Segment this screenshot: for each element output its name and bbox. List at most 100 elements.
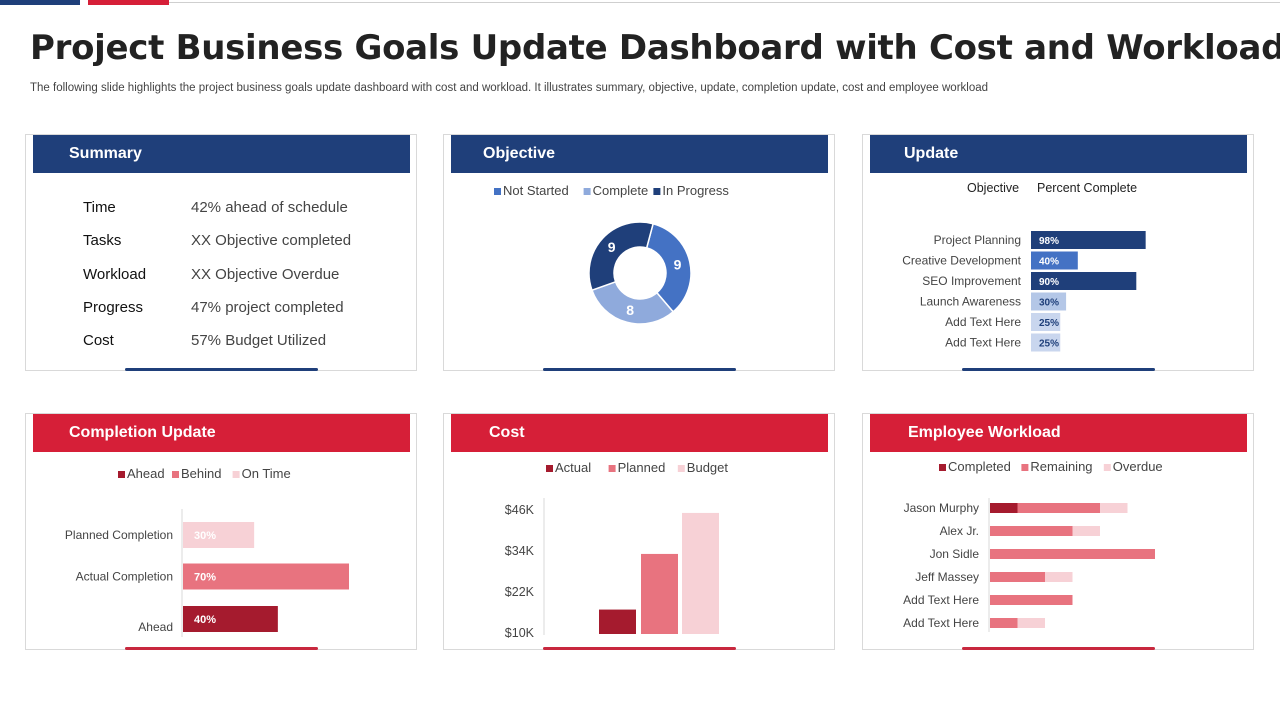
update-value-label: 25% [1039,318,1059,329]
workload-legend-label: Completed [948,459,1011,474]
workload-bar-segment [1017,618,1045,628]
cost-bar [641,553,678,634]
completion-legend-swatch [232,471,240,478]
update-value-label: 98% [1039,236,1059,247]
update-bar [1031,313,1061,331]
top-accent-blue [0,0,80,5]
objective-legend-swatch [653,188,661,195]
summary-value: 57% Budget Utilized [191,332,327,349]
cost-ytick-label: $10K [505,626,535,640]
update-bar [1031,272,1137,290]
workload-bar-segment [1045,572,1073,582]
cost-ytick-label: $22K [505,585,535,599]
objective-chart: Not Started Complete In Progress 9 8 9 [494,183,729,325]
completion-legend-swatch [118,471,125,478]
objective-legend-swatch [494,188,501,195]
update-value-label: 25% [1039,339,1059,350]
summary-value: 42% ahead of schedule [191,199,348,216]
update-category-label: Add Text Here [945,336,1021,350]
objective-legend-label: In Progress [662,183,729,198]
update-category-label: Launch Awareness [920,295,1021,309]
cost-chart: Actual Planned Budget $46K $34K $22K $10K [505,460,729,640]
update-category-label: Project Planning [934,233,1021,247]
summary-label: Time [83,199,116,216]
cost-bar [599,609,636,634]
summary-panel: Summary Time 42% ahead of schedule Tasks… [25,134,417,371]
objective-footer-bar [543,368,736,371]
completion-chart: Ahead Behind On Time Planned Completion 30% A… [65,466,349,637]
top-divider [169,2,1280,3]
update-panel: Update Objective Percent Complete Projec… [862,134,1254,371]
cost-ytick-label: $46K [505,503,535,517]
objective-slice [591,280,675,325]
summary-label: Workload [83,266,147,283]
summary-label: Tasks [83,232,122,249]
workload-bar-segment [990,618,1018,628]
workload-panel: Employee Workload Completed Remaining Over… [862,413,1254,650]
update-chart: Objective Percent Complete Project Plann… [902,181,1146,352]
workload-category-label: Alex Jr. [940,524,979,538]
objective-slice-label: 9 [674,256,682,272]
workload-bar-segment [1100,503,1128,513]
workload-category-label: Add Text Here [903,616,979,630]
cost-header: Cost [451,414,828,452]
completion-value-label: 30% [194,530,216,542]
update-bar [1031,333,1061,352]
cost-legend-swatch [677,465,685,472]
workload-bar-segment [990,572,1045,582]
update-category-label: SEO Improvement [922,274,1021,288]
completion-bar [183,522,255,548]
page-title: Project Business Goals Update Dashboard … [30,28,1280,68]
update-value-label: 30% [1039,298,1059,309]
update-bar [1031,231,1146,249]
completion-panel: Completion Update Ahead Behind On Time Plan… [25,413,417,650]
workload-legend-label: Remaining [1030,459,1092,474]
workload-header: Employee Workload [870,414,1247,452]
workload-bar-segment [990,503,1018,513]
objective-legend-label: Not Started [503,183,569,198]
summary-value: XX Objective completed [191,232,352,249]
completion-category-label: Actual Completion [76,570,173,584]
workload-chart: Completed Remaining Overdue Jason Murphy Ale… [903,459,1163,632]
cost-legend-label: Actual [555,460,591,475]
cost-legend-label: Planned [618,460,666,475]
cost-legend-swatch [546,465,553,472]
completion-value-label: 70% [194,572,216,584]
workload-legend-label: Overdue [1113,459,1163,474]
objective-legend-label: Complete [593,183,649,198]
update-value-label: 90% [1039,277,1059,288]
workload-bar-segment [990,526,1073,536]
update-bar [1031,292,1067,311]
completion-legend-swatch [172,471,179,478]
completion-value-label: 40% [194,614,216,626]
completion-legend-label: Behind [181,466,221,481]
summary-header: Summary [33,135,410,173]
workload-bar-segment [990,595,1073,605]
completion-category-label: Ahead [138,620,173,634]
update-col-objective: Objective [967,181,1019,195]
page-subtitle: The following slide highlights the proje… [30,82,989,94]
update-category-label: Creative Development [902,254,1021,268]
completion-header: Completion Update [33,414,410,452]
cost-legend-label: Budget [687,460,729,475]
workload-bar-segment [990,549,1155,559]
completion-legend-label: Ahead [127,466,165,481]
summary-value: 47% project completed [191,299,344,316]
completion-footer-bar [125,647,318,650]
update-header: Update [870,135,1247,173]
objective-header: Objective [451,135,828,173]
cost-legend-swatch [608,465,616,472]
workload-bar-segment [1072,526,1100,536]
workload-legend-swatch [1021,464,1029,471]
summary-label: Progress [83,299,144,316]
objective-panel: Objective Not Started Complete In Progress… [443,134,835,371]
objective-legend-swatch [583,188,591,195]
workload-category-label: Add Text Here [903,593,979,607]
completion-bar [183,563,349,590]
completion-legend-label: On Time [242,466,291,481]
top-accent-red [88,0,169,5]
completion-bar [183,606,278,632]
workload-category-label: Jon Sidle [930,547,980,561]
workload-category-label: Jeff Massey [915,570,979,584]
cost-panel: Cost Actual Planned Budget $46K $34K $22K $10K [443,413,835,650]
